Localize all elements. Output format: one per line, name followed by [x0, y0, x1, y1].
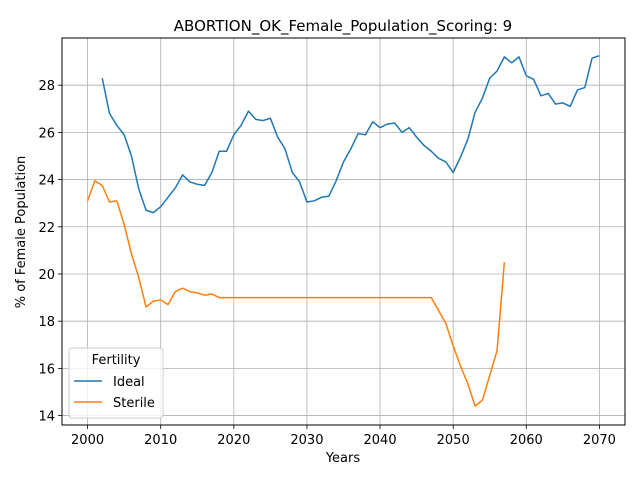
y-tick-label: 16 — [38, 362, 55, 377]
y-tick-label: 26 — [38, 126, 55, 141]
x-tick-label: 2040 — [364, 433, 397, 448]
y-tick-label: 22 — [38, 221, 55, 236]
axis-ticks: 2000 2010 2020 2030 2040 2050 2060 2070 14 16 18 20… — [38, 79, 616, 448]
legend-label-sterile: Sterile — [113, 396, 155, 411]
x-tick-label: 2060 — [510, 433, 543, 448]
x-tick-label: 2020 — [217, 433, 250, 448]
series-lines — [86, 54, 600, 407]
x-tick-label: 2010 — [144, 433, 177, 448]
y-tick-label: 24 — [38, 174, 55, 189]
series-line-ideal — [101, 54, 600, 214]
y-tick-label: 18 — [38, 315, 55, 330]
chart-title: ABORTION_OK_Female_Population_Scoring: 9 — [174, 17, 512, 36]
y-tick-label: 20 — [38, 268, 55, 283]
y-tick-label: 28 — [38, 79, 55, 94]
legend-label-ideal: Ideal — [113, 375, 145, 390]
x-tick-label: 2000 — [71, 433, 104, 448]
x-tick-label: 2030 — [290, 433, 323, 448]
legend-title: Fertility — [92, 353, 141, 368]
series-line-sterile — [86, 180, 506, 407]
legend-box — [68, 347, 164, 419]
y-tick-label: 14 — [38, 410, 55, 425]
x-axis-label: Years — [325, 451, 361, 466]
x-tick-label: 2050 — [437, 433, 470, 448]
y-axis-label: % of Female Population — [14, 156, 29, 309]
plot-frame — [61, 37, 626, 426]
x-tick-label: 2070 — [583, 433, 616, 448]
legend: Fertility Ideal Sterile — [68, 347, 164, 419]
